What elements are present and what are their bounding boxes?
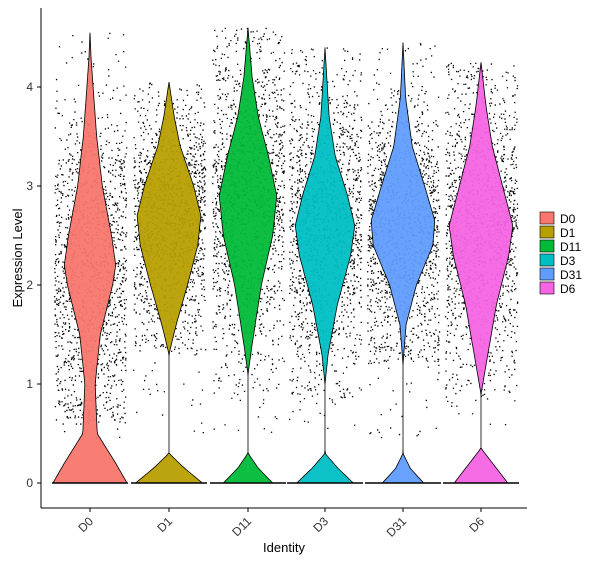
x-axis-title: Identity [263, 540, 305, 555]
legend-label-D3: D3 [560, 254, 576, 268]
violin-D31 [370, 42, 436, 484]
x-tick-label-D6: D6 [466, 514, 487, 535]
y-axis-title: Expression Level [10, 208, 25, 307]
y-ticks: 0 1 2 3 4 [26, 80, 41, 490]
x-tick-label-D3: D3 [310, 514, 331, 535]
legend-swatch-D1 [539, 225, 555, 239]
legend-swatch-D3 [539, 253, 555, 267]
x-tick-label-D0: D0 [75, 514, 96, 535]
violin-D0 [52, 32, 128, 484]
legend-swatch-D6 [539, 281, 555, 295]
violins [52, 27, 519, 484]
legend-label-D31: D31 [560, 268, 582, 282]
y-tick-label: 1 [26, 377, 33, 391]
x-tick-label-D11: D11 [229, 514, 254, 539]
legend-label-D0: D0 [560, 212, 576, 226]
y-tick-label: 4 [26, 80, 33, 94]
x-ticks: D0 D1 D11 D3 D31 D6 [75, 508, 487, 540]
violin-D3 [294, 47, 356, 484]
y-tick-label: 0 [26, 476, 33, 490]
legend-label-D1: D1 [560, 226, 576, 240]
legend-label-D11: D11 [560, 240, 581, 254]
legend-swatch-D11 [539, 239, 555, 253]
violin-D6 [448, 62, 514, 484]
y-tick-label: 2 [26, 278, 33, 292]
legend-swatch-D0 [539, 211, 555, 225]
legend-swatch-D31 [539, 267, 555, 281]
y-tick-label: 3 [26, 179, 33, 193]
legend-label-D6: D6 [560, 282, 576, 296]
axes [40, 8, 527, 509]
x-tick-label-D1: D1 [154, 514, 175, 535]
violin-D11 [219, 27, 277, 484]
jitter-points [54, 27, 519, 439]
x-tick-label-D31: D31 [384, 514, 410, 540]
violin-D1 [134, 82, 204, 484]
